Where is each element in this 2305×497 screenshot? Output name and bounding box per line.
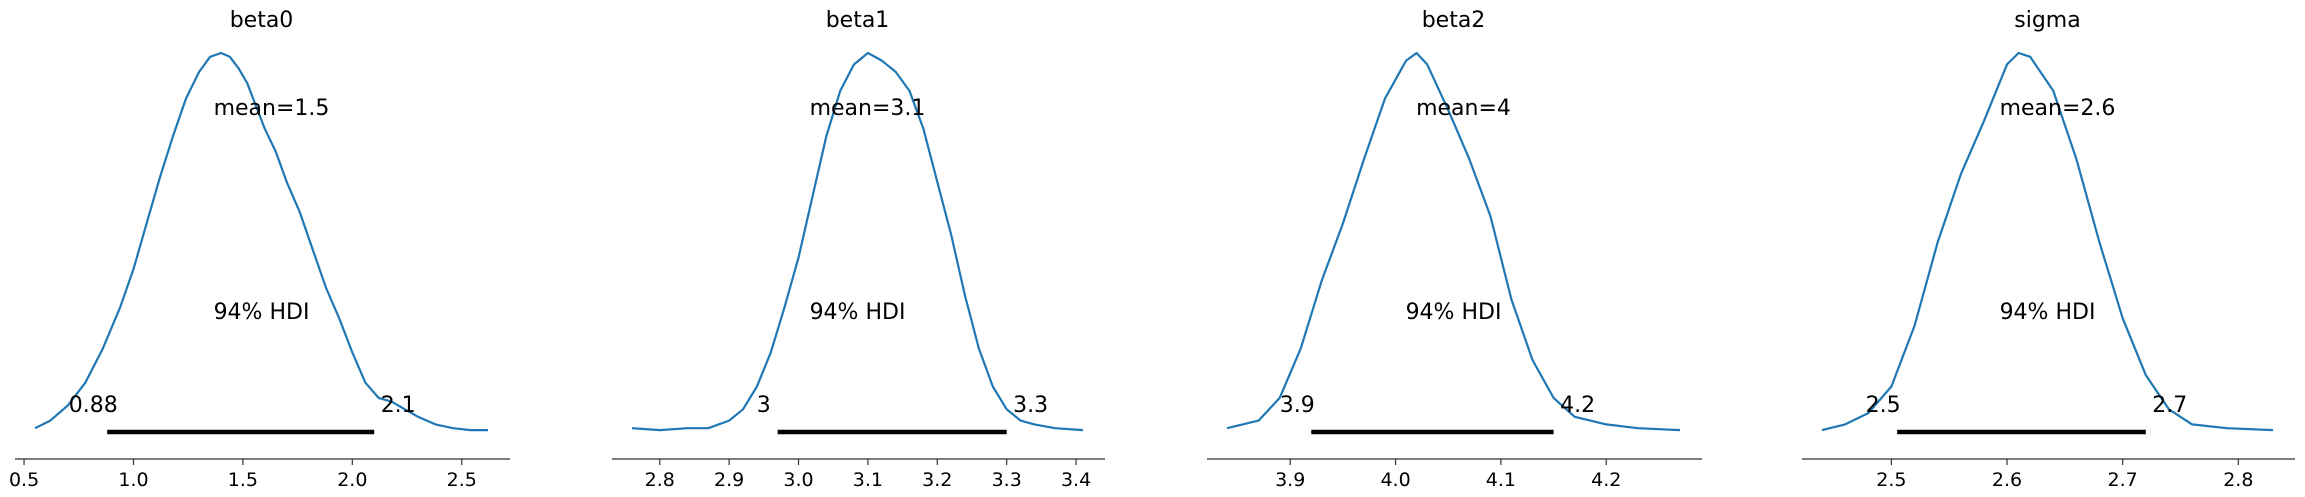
hdi-high-label: 2.7 <box>2152 393 2187 418</box>
panel-title: beta0 <box>230 8 294 33</box>
mean-label: mean=4 <box>1416 96 1511 121</box>
hdi-low-label: 3.9 <box>1280 393 1315 418</box>
hdi-label: 94% HDI <box>810 300 906 325</box>
hdi-low-label: 0.88 <box>69 393 118 418</box>
hdi-label: 94% HDI <box>2000 300 2096 325</box>
x-tick-label: 0.5 <box>9 469 39 491</box>
panel-title: sigma <box>2014 8 2080 33</box>
density-curve <box>34 51 488 432</box>
x-tick-label: 2.5 <box>447 469 477 491</box>
density-curve <box>1821 51 2274 432</box>
panel-beta2: beta2 mean=4 94% HDI 3.9 4.2 3.9 4.0 4.1 4.2 <box>1207 8 1702 491</box>
hdi-label: 94% HDI <box>214 300 310 325</box>
x-tick-label: 3.4 <box>1061 469 1091 491</box>
panel-beta0: beta0 mean=1.5 94% HDI 0.88 2.1 0.5 1.0 1.5 2.0 2… <box>9 8 510 491</box>
hdi-low-label: 2.5 <box>1866 393 1901 418</box>
hdi-high-label: 2.1 <box>381 393 416 418</box>
x-tick-label: 4.0 <box>1380 469 1410 491</box>
x-tick-label: 3.3 <box>992 469 1022 491</box>
panel-title: beta2 <box>1422 8 1486 33</box>
x-tick-label: 3.1 <box>853 469 883 491</box>
x-tick-label: 2.5 <box>1876 469 1906 491</box>
x-tick-label: 4.2 <box>1591 469 1621 491</box>
x-tick-label: 2.8 <box>645 469 675 491</box>
x-tick-label: 2.8 <box>2223 469 2253 491</box>
x-tick-label: 3.9 <box>1275 469 1305 491</box>
mean-label: mean=2.6 <box>2000 96 2116 121</box>
hdi-high-label: 4.2 <box>1560 393 1595 418</box>
density-curve <box>1226 51 1681 432</box>
x-tick-label: 4.1 <box>1486 469 1516 491</box>
hdi-low-label: 3 <box>757 393 771 418</box>
panel-sigma: sigma mean=2.6 94% HDI 2.5 2.7 2.5 2.6 2.7 2.8 <box>1802 8 2295 491</box>
x-tick-label: 1.5 <box>228 469 258 491</box>
x-tick-label: 2.9 <box>714 469 744 491</box>
hdi-label: 94% HDI <box>1406 300 1502 325</box>
x-tick-label: 1.0 <box>118 469 148 491</box>
panel-title: beta1 <box>826 8 890 33</box>
x-tick-label: 2.7 <box>2108 469 2138 491</box>
x-tick-label: 3.2 <box>922 469 952 491</box>
x-tick-label: 2.0 <box>337 469 367 491</box>
x-tick-label: 3.0 <box>783 469 813 491</box>
x-tick-label: 2.6 <box>1992 469 2022 491</box>
mean-label: mean=3.1 <box>810 96 926 121</box>
mean-label: mean=1.5 <box>214 96 330 121</box>
hdi-high-label: 3.3 <box>1013 393 1048 418</box>
density-curve <box>631 51 1084 432</box>
panel-beta1: beta1 mean=3.1 94% HDI 3 3.3 2.8 2.9 3.0 3.1 3.2 3… <box>612 8 1105 491</box>
